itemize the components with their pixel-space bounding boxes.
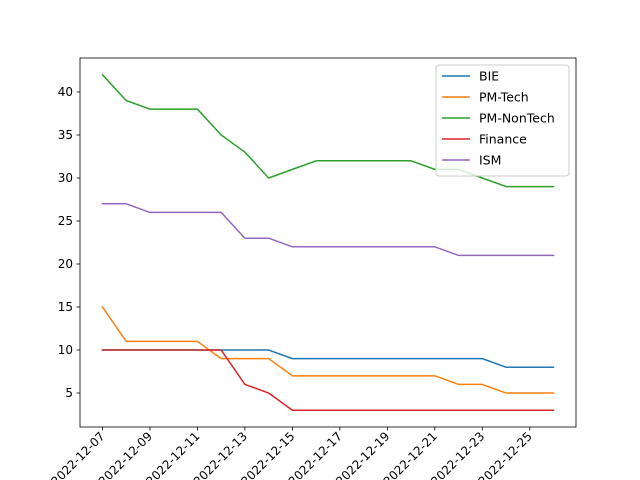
series-line-pm-tech [101, 305, 555, 394]
y-tick-label: 35 [58, 128, 73, 142]
y-tick-label: 10 [58, 343, 73, 357]
y-tick-label: 40 [58, 85, 73, 99]
series-line-bie [101, 349, 555, 368]
legend-label: PM-Tech [479, 90, 529, 105]
y-axis: 5 10 15 20 25 30 35 40 [58, 85, 80, 400]
plot-lines [101, 73, 555, 411]
y-tick-label: 25 [58, 214, 73, 228]
legend-box [435, 64, 570, 177]
series-line-ism [101, 203, 555, 257]
legend-label: Finance [479, 132, 527, 147]
legend-label: ISM [479, 153, 501, 168]
legend-label: BIE [479, 69, 499, 84]
y-tick-label: 15 [58, 300, 73, 314]
x-axis: 2022-12-072022-12-092022-12-112022-12-13… [48, 427, 535, 480]
series-line-pm-nontech [101, 73, 555, 188]
legend: BIE PM-Tech PM-NonTech Finance ISM [435, 64, 570, 177]
y-tick-label: 5 [65, 386, 73, 400]
legend-label: PM-NonTech [479, 111, 555, 126]
x-tick-label: 2022-12-07 [48, 429, 107, 480]
series-line-finance [101, 349, 555, 411]
y-tick-label: 20 [58, 257, 73, 271]
plot-frame [79, 57, 577, 428]
y-tick-label: 30 [58, 171, 73, 185]
